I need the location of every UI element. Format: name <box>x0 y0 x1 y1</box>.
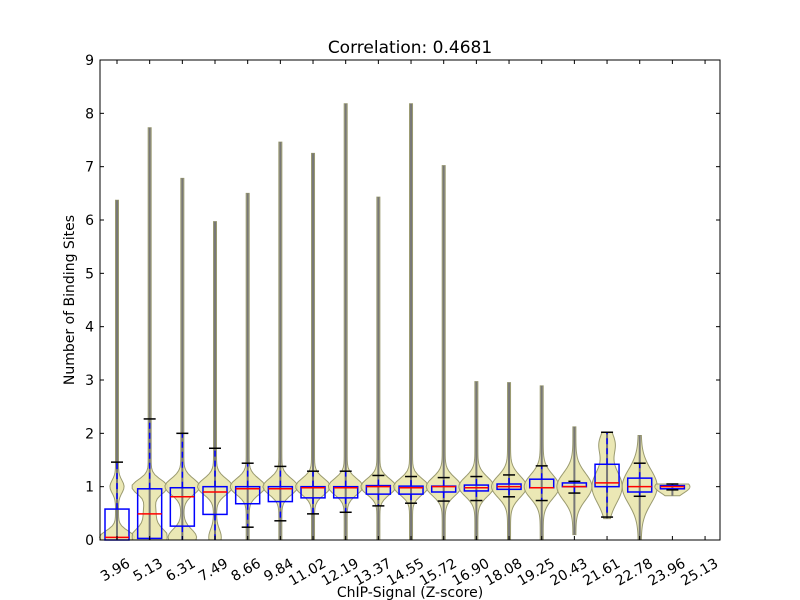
x-tick-label: 3.96 <box>98 556 133 585</box>
x-tick-label: 6.31 <box>163 556 198 585</box>
y-tick-label: 1 <box>85 480 94 496</box>
box <box>365 484 392 495</box>
y-tick-label: 2 <box>85 426 94 442</box>
box <box>626 477 653 493</box>
box <box>169 486 196 527</box>
y-tick-label: 9 <box>85 53 94 69</box>
box <box>202 485 228 516</box>
y-axis-label: Number of Binding Sites <box>62 215 78 385</box>
box <box>332 485 359 499</box>
x-tick-label: 7.49 <box>196 556 231 585</box>
y-tick-label: 4 <box>85 320 94 336</box>
y-tick-label: 8 <box>85 106 94 122</box>
box <box>300 485 326 499</box>
y-tick-label: 0 <box>85 533 94 549</box>
x-tick-label: 25.13 <box>678 556 721 590</box>
box <box>594 463 620 488</box>
x-tick-label: 8.66 <box>229 556 264 585</box>
box <box>234 485 261 505</box>
x-tick-label: 5.13 <box>131 556 166 585</box>
x-axis-label: ChIP-Signal (Z-score) <box>337 585 483 600</box>
chart-title: Correlation: 0.4681 <box>328 38 492 58</box>
box <box>398 485 424 495</box>
box <box>267 485 294 503</box>
plot-frame <box>99 59 721 541</box>
y-tick-label: 5 <box>85 266 94 282</box>
y-tick-label: 3 <box>85 373 94 389</box>
y-tick-label: 6 <box>85 213 94 229</box>
y-tick-label: 7 <box>85 160 94 176</box>
